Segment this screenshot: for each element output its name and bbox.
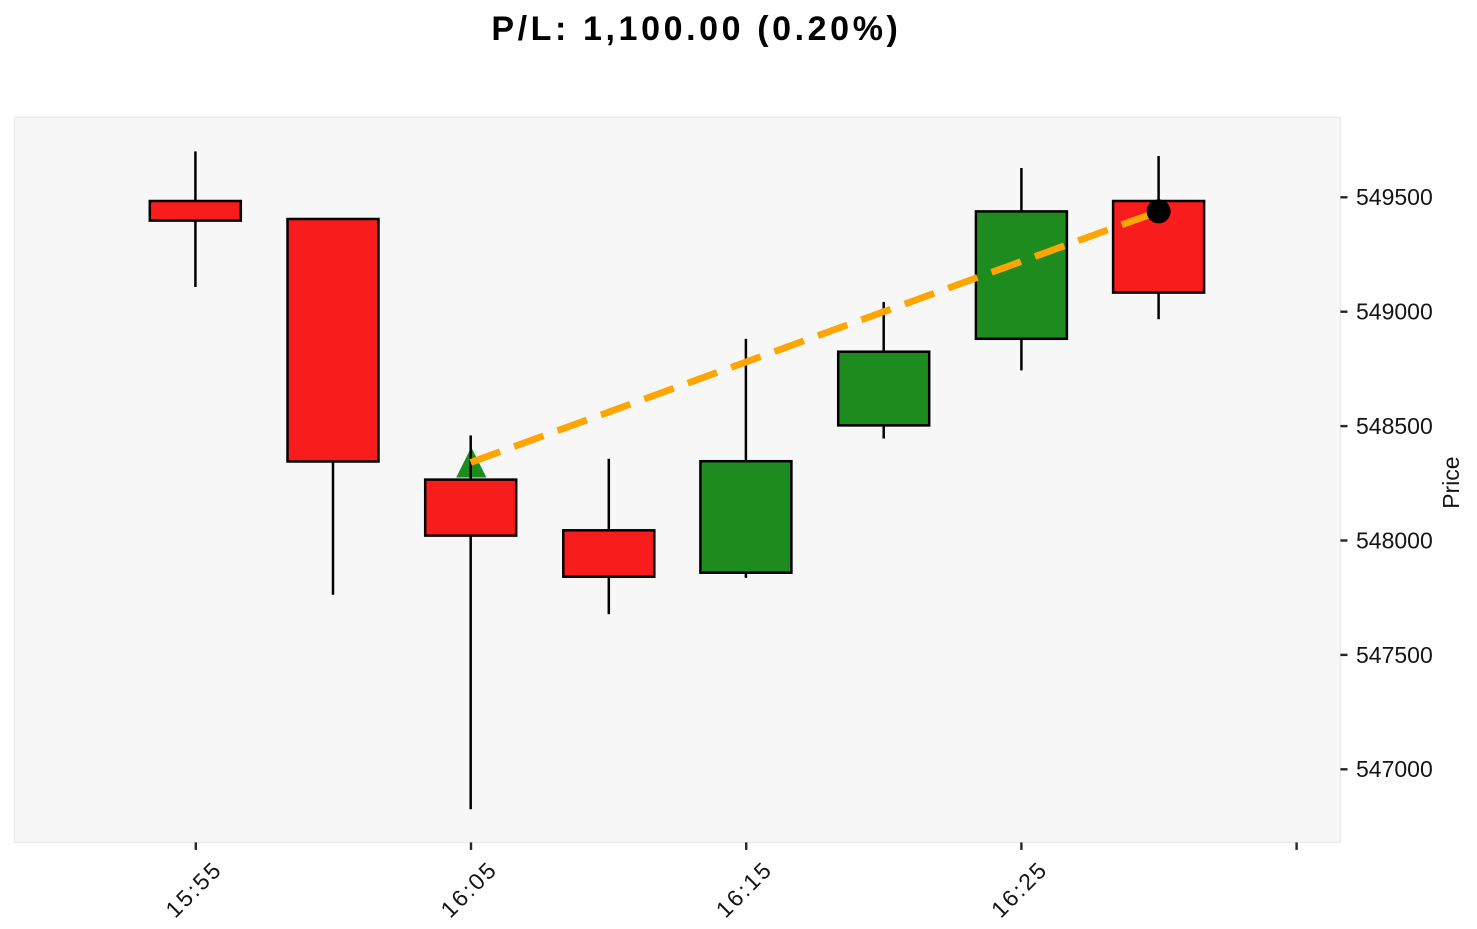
svg-text:Price: Price xyxy=(1438,456,1464,508)
svg-text:547500: 547500 xyxy=(1356,642,1433,668)
svg-text:548500: 548500 xyxy=(1356,413,1433,439)
svg-text:548000: 548000 xyxy=(1356,527,1433,553)
svg-text:P/L: 1,100.00 (0.20%): P/L: 1,100.00 (0.20%) xyxy=(491,10,901,48)
svg-text:549500: 549500 xyxy=(1356,184,1433,210)
svg-text:547000: 547000 xyxy=(1356,756,1433,782)
svg-text:549000: 549000 xyxy=(1356,299,1433,325)
